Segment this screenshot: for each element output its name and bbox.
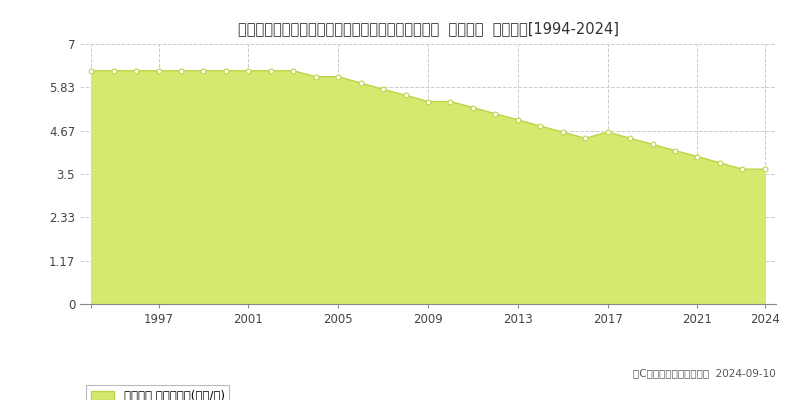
Point <box>399 92 412 98</box>
Legend: 地価公示 平均坪単価(万円/坪): 地価公示 平均坪単価(万円/坪) <box>86 385 230 400</box>
Point <box>444 98 457 105</box>
Point <box>736 166 749 172</box>
Point <box>310 74 322 80</box>
Point <box>466 104 479 111</box>
Point <box>287 68 300 74</box>
Point <box>422 98 434 105</box>
Point <box>602 129 614 135</box>
Point <box>489 111 502 117</box>
Point <box>242 68 254 74</box>
Point <box>578 135 591 142</box>
Point <box>219 68 232 74</box>
Title: 宮崎県西諸県郡高原町大字西麓字上大迫３３３番４  地価公示  地価推移[1994-2024]: 宮崎県西諸県郡高原町大字西麓字上大迫３３３番４ 地価公示 地価推移[1994-2… <box>238 21 618 36</box>
Point <box>107 68 120 74</box>
Point <box>332 74 345 80</box>
Point <box>534 123 546 129</box>
Point <box>714 160 726 166</box>
Point <box>354 80 367 86</box>
Point <box>377 86 390 92</box>
Point <box>624 135 637 142</box>
Point <box>669 148 682 154</box>
Point <box>85 68 98 74</box>
Point <box>556 129 569 135</box>
Point <box>646 141 659 148</box>
Point <box>265 68 278 74</box>
Point <box>174 68 187 74</box>
Point <box>691 153 704 160</box>
Point <box>197 68 210 74</box>
Point <box>511 116 524 123</box>
Text: （C）土地価格ドットコム  2024-09-10: （C）土地価格ドットコム 2024-09-10 <box>634 368 776 378</box>
Point <box>130 68 142 74</box>
Point <box>758 166 771 172</box>
Point <box>152 68 165 74</box>
